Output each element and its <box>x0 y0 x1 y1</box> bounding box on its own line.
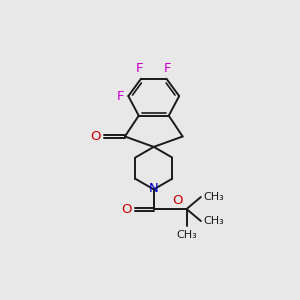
Text: O: O <box>90 130 101 143</box>
Text: F: F <box>164 61 171 75</box>
Text: F: F <box>117 90 124 103</box>
Text: CH₃: CH₃ <box>204 192 224 202</box>
Text: F: F <box>136 61 144 75</box>
Text: N: N <box>149 182 159 195</box>
Text: O: O <box>121 202 131 215</box>
Text: CH₃: CH₃ <box>176 230 197 240</box>
Text: O: O <box>172 194 183 207</box>
Text: CH₃: CH₃ <box>204 216 224 226</box>
